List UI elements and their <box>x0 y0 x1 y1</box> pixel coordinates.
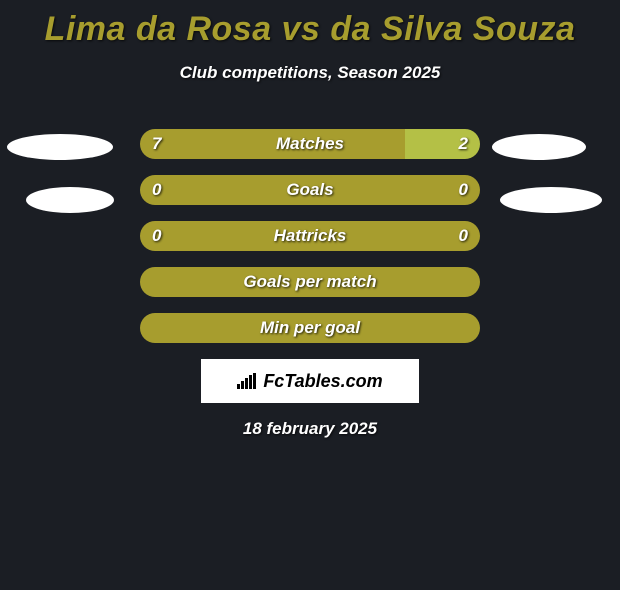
logo-chart-icon <box>237 373 257 389</box>
value-right: 2 <box>459 134 468 154</box>
avatar-placeholder <box>7 134 113 160</box>
bar-container: Hattricks <box>140 221 480 251</box>
value-left: 0 <box>152 180 161 200</box>
comparison-row: Goals per match <box>0 259 620 305</box>
avatar-placeholder <box>500 187 602 213</box>
subtitle: Club competitions, Season 2025 <box>0 63 620 83</box>
comparison-row: Hattricks0 0 <box>0 213 620 259</box>
value-right: 0 <box>459 226 468 246</box>
value-right: 0 <box>459 180 468 200</box>
bar-left <box>140 313 480 343</box>
bar-container: Min per goal <box>140 313 480 343</box>
avatar-placeholder <box>492 134 586 160</box>
bar-right <box>405 129 480 159</box>
bar-container: Goals per match <box>140 267 480 297</box>
page-title: Lima da Rosa vs da Silva Souza <box>0 10 620 49</box>
bar-left <box>140 175 480 205</box>
comparison-row: Min per goal <box>0 305 620 351</box>
bar-container: Goals <box>140 175 480 205</box>
value-left: 7 <box>152 134 161 154</box>
avatar-placeholder <box>26 187 114 213</box>
logo: FcTables.com <box>237 371 382 392</box>
bar-left <box>140 129 405 159</box>
value-left: 0 <box>152 226 161 246</box>
logo-box: FcTables.com <box>201 359 419 403</box>
date: 18 february 2025 <box>0 419 620 439</box>
bar-container: Matches <box>140 129 480 159</box>
bar-left <box>140 267 480 297</box>
logo-text: FcTables.com <box>263 371 382 392</box>
bar-left <box>140 221 480 251</box>
